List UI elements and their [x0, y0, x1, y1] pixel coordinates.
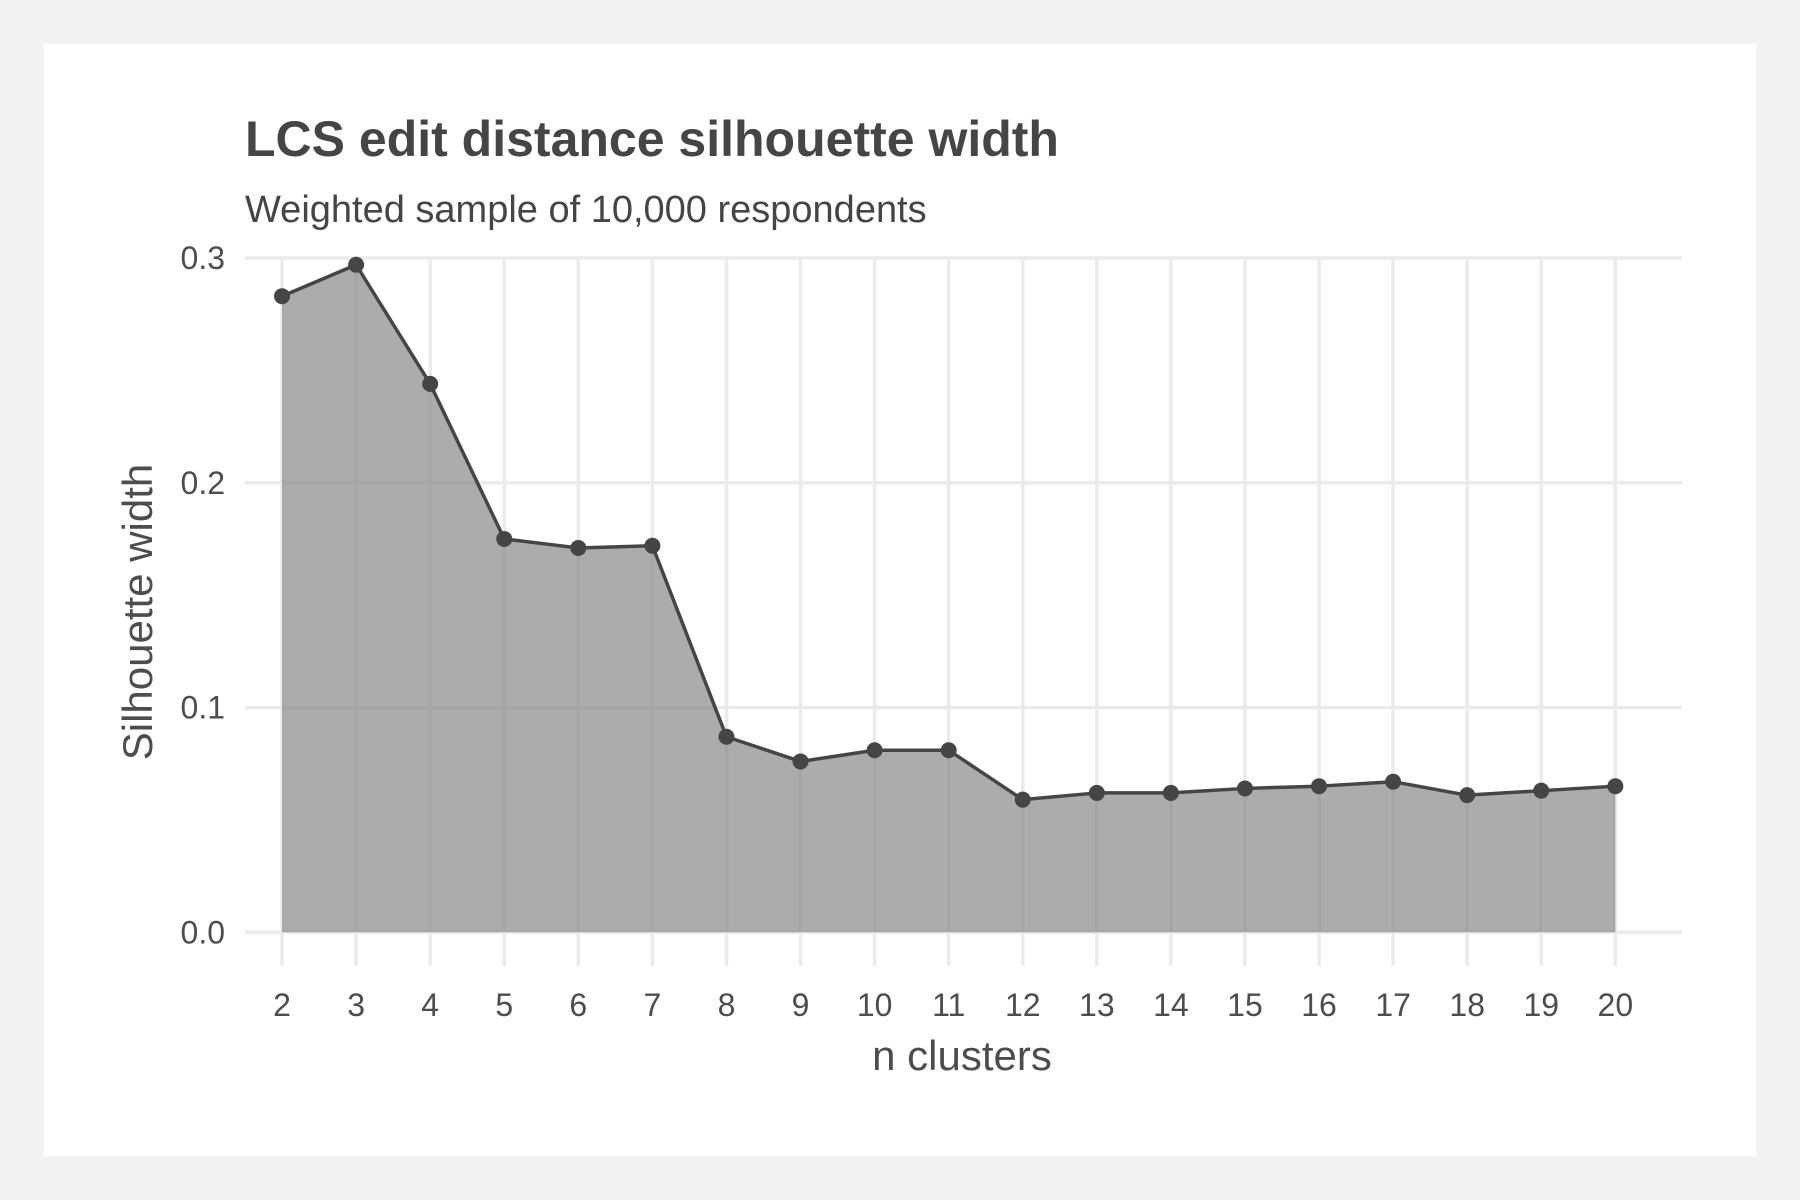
point-layer [274, 256, 1624, 808]
data-point [866, 742, 883, 759]
x-tick-label: 3 [347, 987, 365, 1023]
y-tick-label: 0.1 [181, 690, 225, 726]
data-point [1088, 784, 1105, 801]
x-tick-label: 20 [1598, 987, 1634, 1023]
x-axis-ticks: 2 3 4 5 6 7 8 9 10 11 12 13 14 15 16 17 18 19 20 [273, 987, 1633, 1023]
x-tick-label: 17 [1375, 987, 1411, 1023]
x-tick-label: 4 [421, 987, 439, 1023]
x-tick-label: 2 [273, 987, 291, 1023]
x-tick-label: 6 [569, 987, 587, 1023]
data-point [1607, 778, 1624, 795]
x-tick-label: 8 [718, 987, 736, 1023]
x-tick-label: 18 [1449, 987, 1485, 1023]
data-point [792, 753, 809, 770]
data-point [570, 539, 587, 556]
x-tick-label: 10 [857, 987, 893, 1023]
data-point [1385, 773, 1402, 790]
x-tick-label: 13 [1079, 987, 1115, 1023]
x-tick-label: 16 [1301, 987, 1337, 1023]
x-axis-title: n clusters [872, 1032, 1052, 1079]
x-tick-label: 7 [643, 987, 661, 1023]
data-point [1459, 787, 1476, 804]
x-tick-label: 11 [932, 987, 965, 1023]
x-tick-label: 12 [1005, 987, 1041, 1023]
data-point [348, 256, 365, 273]
y-axis-ticks: 0.0 0.1 0.2 0.3 [181, 240, 225, 950]
data-point [1236, 780, 1253, 797]
chart-subtitle: Weighted sample of 10,000 respondents [245, 189, 927, 231]
y-tick-label: 0.0 [181, 914, 225, 950]
data-point [274, 288, 291, 305]
data-point [422, 375, 439, 392]
data-point [1311, 778, 1328, 795]
chart-title: LCS edit distance silhouette width [245, 111, 1059, 167]
data-point [496, 530, 513, 547]
y-tick-label: 0.3 [181, 240, 225, 276]
area-layer [282, 264, 1616, 933]
x-tick-label: 14 [1153, 987, 1189, 1023]
data-point [718, 728, 735, 745]
y-tick-label: 0.2 [181, 465, 225, 501]
data-point [1014, 791, 1031, 808]
x-tick-label: 9 [792, 987, 810, 1023]
data-point [1533, 782, 1550, 799]
x-tick-label: 19 [1523, 987, 1559, 1023]
data-point [940, 742, 957, 759]
data-point [644, 537, 661, 554]
silhouette-area [282, 264, 1616, 933]
x-tick-label: 15 [1227, 987, 1263, 1023]
data-point [1162, 784, 1179, 801]
y-axis-title: Silhouette width [114, 464, 161, 761]
x-tick-label: 5 [495, 987, 513, 1023]
